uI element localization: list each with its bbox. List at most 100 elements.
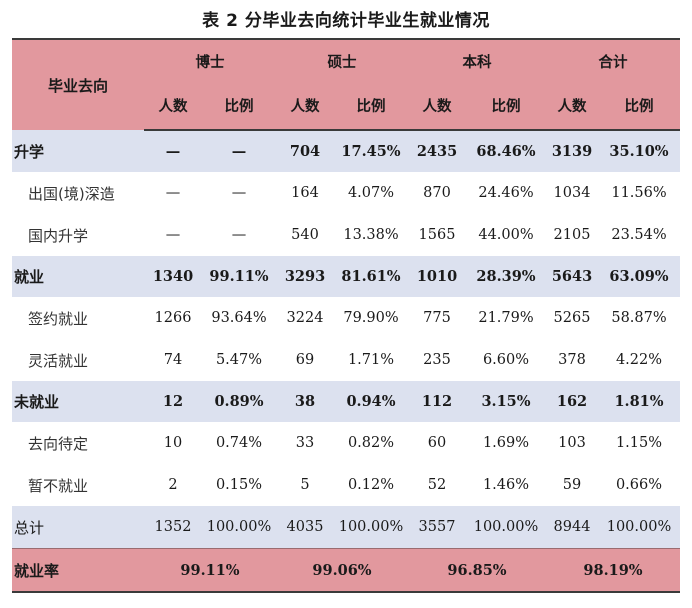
employment-table: 毕业去向 博士 硕士 本科 合计 人数 比例 人数 比例 人数 比例 人数 比例… <box>12 38 680 593</box>
table-row: 灵活就业 74 5.47% 69 1.71% 235 6.60% 378 4.22% <box>12 339 680 381</box>
table-body: 升学 — —704 17.45% 2435 68.46% 3139 35.10% 出国(境)深造… <box>12 130 680 549</box>
table-cell: 8944 <box>546 506 598 549</box>
rate-label: 就业率 <box>12 548 144 592</box>
row-label: 出国(境)深造 <box>12 172 144 214</box>
table-cell: 100.00% <box>466 506 546 549</box>
table-cell: 2105 <box>546 214 598 256</box>
table-cell: — <box>202 214 276 256</box>
table-row: 总计 1352 100.00% 4035 100.00% 3557 100.00% 8944 1… <box>12 506 680 549</box>
table-cell: 21.79% <box>466 297 546 339</box>
row-label: 去向待定 <box>12 422 144 464</box>
table-cell: 1.81% <box>598 381 680 422</box>
table-cell: 58.87% <box>598 297 680 339</box>
table-cell: — <box>202 130 276 172</box>
table-cell: 5.47% <box>202 339 276 381</box>
table-cell: 63.09% <box>598 256 680 297</box>
sub-header: 比例 <box>202 82 276 131</box>
table-cell: 99.11% <box>202 256 276 297</box>
table-cell: 5 <box>276 464 334 506</box>
table-row: 签约就业 1266 93.64% 3224 79.90% 775 21.79% 5265 58.… <box>12 297 680 339</box>
group-header: 硕士 <box>276 39 408 82</box>
table-cell: 100.00% <box>202 506 276 549</box>
table-cell: — <box>144 172 202 214</box>
table-row: 出国(境)深造 — —164 4.07% 870 24.46% 1034 11.56% <box>12 172 680 214</box>
table-cell: 12 <box>144 381 202 422</box>
table-cell: 1.46% <box>466 464 546 506</box>
table-cell: 0.12% <box>334 464 408 506</box>
row-label: 升学 <box>12 130 144 172</box>
table-cell: 5643 <box>546 256 598 297</box>
table-cell: 2 <box>144 464 202 506</box>
table-cell: 1.71% <box>334 339 408 381</box>
table-cell: 35.10% <box>598 130 680 172</box>
rate-value: 99.06% <box>276 548 408 592</box>
table-row: 就业 1340 99.11% 3293 81.61% 1010 28.39% 5643 63.0… <box>12 256 680 297</box>
row-label: 灵活就业 <box>12 339 144 381</box>
header-row-groups: 毕业去向 博士 硕士 本科 合计 <box>12 39 680 130</box>
row-label: 签约就业 <box>12 297 144 339</box>
table-cell: 81.61% <box>334 256 408 297</box>
table-cell: 23.54% <box>598 214 680 256</box>
table-cell: 4035 <box>276 506 334 549</box>
sub-header: 人数 <box>408 82 466 131</box>
sub-header: 人数 <box>546 82 598 131</box>
table-cell: 1565 <box>408 214 466 256</box>
table-cell: 79.90% <box>334 297 408 339</box>
table-cell: — <box>202 172 276 214</box>
sub-header: 比例 <box>466 82 546 131</box>
table-cell: 1266 <box>144 297 202 339</box>
table-cell: 100.00% <box>334 506 408 549</box>
table-row: 升学 — —704 17.45% 2435 68.46% 3139 35.10% <box>12 130 680 172</box>
table-cell: — <box>144 130 202 172</box>
table-cell: 103 <box>546 422 598 464</box>
table-cell: 3224 <box>276 297 334 339</box>
table-cell: 60 <box>408 422 466 464</box>
table-cell: 704 <box>276 130 334 172</box>
table-cell: 68.46% <box>466 130 546 172</box>
header-row-sub: 人数 比例 人数 比例 人数 比例 人数 比例 <box>12 82 680 131</box>
rate-value: 96.85% <box>408 548 546 592</box>
table-cell: 4.22% <box>598 339 680 381</box>
table-cell: 1034 <box>546 172 598 214</box>
group-header: 博士 <box>144 39 276 82</box>
table-cell: 3139 <box>546 130 598 172</box>
table-cell: 6.60% <box>466 339 546 381</box>
table-cell: 540 <box>276 214 334 256</box>
table-cell: 69 <box>276 339 334 381</box>
table-cell: 162 <box>546 381 598 422</box>
table-cell: 0.89% <box>202 381 276 422</box>
table-cell: 11.56% <box>598 172 680 214</box>
table-cell: 10 <box>144 422 202 464</box>
table-cell: 1.15% <box>598 422 680 464</box>
sub-header: 比例 <box>598 82 680 131</box>
row-label: 就业 <box>12 256 144 297</box>
table-cell: 52 <box>408 464 466 506</box>
table-cell: 17.45% <box>334 130 408 172</box>
row-label: 总计 <box>12 506 144 549</box>
table-cell: 112 <box>408 381 466 422</box>
row-label-header: 毕业去向 <box>12 39 144 130</box>
group-header: 本科 <box>408 39 546 82</box>
table-cell: 4.07% <box>334 172 408 214</box>
table-cell: 3.15% <box>466 381 546 422</box>
table-row: 未就业 12 0.89% 38 0.94% 112 3.15% 162 1.81% <box>12 381 680 422</box>
table-row: 国内升学 — —540 13.38% 1565 44.00% 2105 23.54% <box>12 214 680 256</box>
sub-header: 比例 <box>334 82 408 131</box>
table-cell: 0.15% <box>202 464 276 506</box>
table-cell: 775 <box>408 297 466 339</box>
table-cell: 13.38% <box>334 214 408 256</box>
table-cell: 0.66% <box>598 464 680 506</box>
table-cell: 3557 <box>408 506 466 549</box>
table-cell: 378 <box>546 339 598 381</box>
table-cell: 0.82% <box>334 422 408 464</box>
table-cell: 38 <box>276 381 334 422</box>
table-cell: 1010 <box>408 256 466 297</box>
table-cell: 28.39% <box>466 256 546 297</box>
table-cell: 0.74% <box>202 422 276 464</box>
group-header: 合计 <box>546 39 680 82</box>
table-cell: 44.00% <box>466 214 546 256</box>
table-row: 暂不就业 2 0.15% 5 0.12% 52 1.46% 59 0.66% <box>12 464 680 506</box>
table-cell: 870 <box>408 172 466 214</box>
row-label: 暂不就业 <box>12 464 144 506</box>
table-cell: 3293 <box>276 256 334 297</box>
